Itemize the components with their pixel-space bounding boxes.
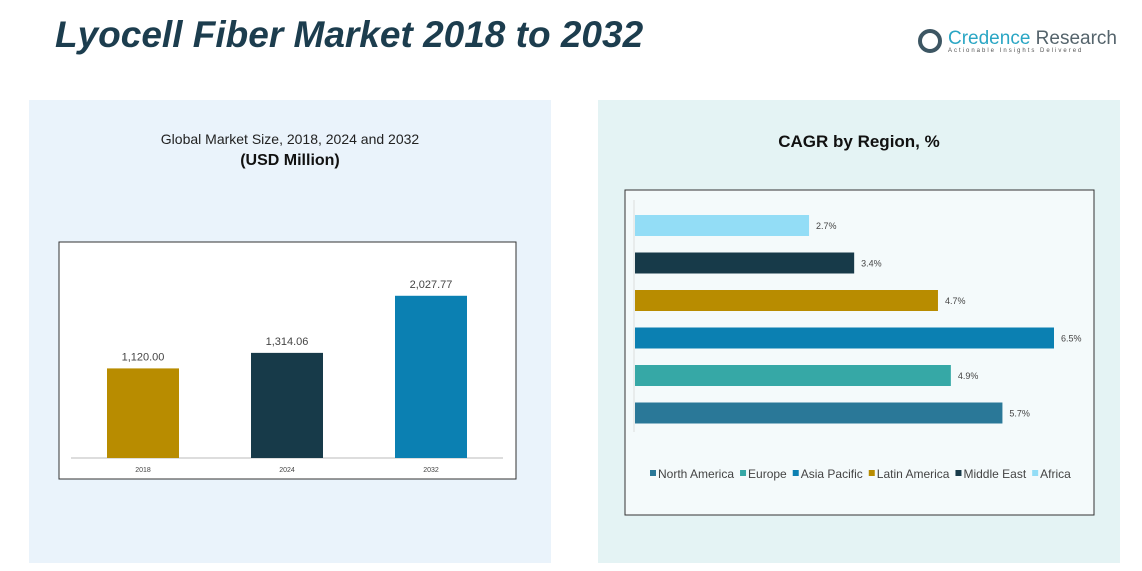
legend-swatch: [868, 470, 875, 476]
data-label: 2.7%: [816, 221, 837, 231]
data-label: 6.5%: [1061, 334, 1082, 344]
bar-europe: [635, 365, 951, 386]
chart-title: Global Market Size, 2018, 2024 and 2032: [160, 131, 420, 147]
data-label: 4.9%: [958, 371, 979, 381]
legend-item: Middle East: [963, 467, 1026, 481]
bar-asia-pacific: [635, 327, 1054, 349]
legend-item: Latin America: [877, 467, 950, 481]
data-label: 3.4%: [861, 259, 882, 269]
x-tick-label: 2024: [279, 467, 295, 474]
legend-item: North America: [658, 467, 734, 481]
legend-swatch: [1032, 470, 1039, 476]
legend-swatch: [955, 470, 962, 476]
logo-chart-icon: [918, 29, 942, 53]
bar-2032: [395, 295, 467, 458]
brand-logo: Credence Research Actionable Insights De…: [918, 28, 1117, 54]
chart-title: CAGR by Region, %: [778, 132, 940, 151]
bar-middle-east: [635, 252, 855, 274]
legend-swatch: [650, 470, 656, 476]
bar-north-america: [635, 402, 1003, 424]
data-label: 1,120.00: [122, 351, 165, 363]
legend-item: Europe: [748, 467, 787, 481]
legend-item: Africa: [1040, 467, 1071, 481]
brand-name-2: Research: [1030, 28, 1117, 49]
legend-swatch: [740, 470, 747, 476]
legend-swatch: [792, 470, 799, 476]
bar-2024: [251, 352, 323, 458]
bar-latin-america: [635, 290, 938, 311]
data-label: 4.7%: [945, 296, 966, 306]
hbar-chart-frame: [624, 189, 1095, 516]
brand-tagline: Actionable Insights Delivered: [948, 48, 1084, 54]
bar-africa: [635, 215, 810, 236]
x-tick-label: 2018: [135, 467, 151, 474]
bar-2018: [107, 368, 179, 458]
chart-subtitle: (USD Million): [240, 152, 340, 169]
data-label: 1,314.06: [266, 336, 309, 348]
page-title: Lyocell Fiber Market 2018 to 2032: [55, 14, 644, 55]
brand-name-1: Credence: [948, 28, 1031, 49]
x-tick-label: 2032: [423, 467, 439, 474]
legend-item: Asia Pacific: [801, 467, 863, 481]
data-label: 2,027.77: [410, 279, 453, 291]
data-label: 5.7%: [1009, 409, 1030, 419]
